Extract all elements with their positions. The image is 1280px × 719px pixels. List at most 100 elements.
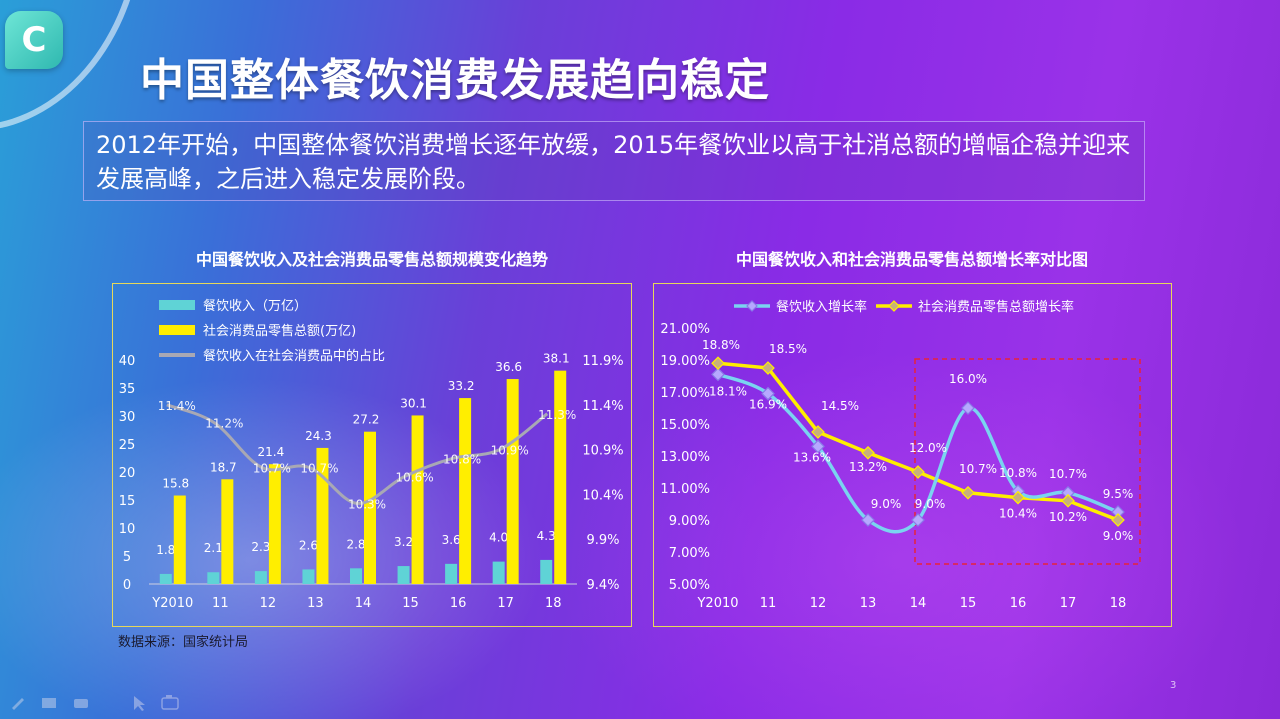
chart1-x-tick-label: 11 xyxy=(212,596,229,611)
chart2-restaurant-label: 9.0% xyxy=(915,497,946,511)
camera-icon[interactable] xyxy=(161,695,179,710)
chart2-x-tick-label: 13 xyxy=(860,596,877,611)
chart2-restaurant-line xyxy=(717,372,1119,534)
chart2-retail-marker xyxy=(1061,493,1075,508)
chart2-restaurant-marker xyxy=(761,386,775,401)
chart1-bar-restaurant xyxy=(159,573,172,584)
chart1-y2-tick-label: 11.9% xyxy=(582,354,623,369)
chart2-y-tick-label: 11.00% xyxy=(660,482,710,497)
chart2-y-tick-label: 15.00% xyxy=(660,418,710,433)
chart2-restaurant-marker xyxy=(711,367,725,382)
chart2-retail-marker xyxy=(961,485,975,500)
chart1-x-tick-label: 16 xyxy=(450,596,467,611)
chart1-bar-retail xyxy=(268,464,281,584)
chart1-bar-retail-label: 18.7 xyxy=(210,460,237,474)
chart2-restaurant-label: 18.1% xyxy=(709,384,747,398)
chart2-legend-marker-retail xyxy=(888,300,900,312)
chart2-panel: 5.00% 7.00% 9.00% 11.00% 13.00% 15.00% 17.00% 1… xyxy=(653,283,1172,627)
chart1-share-label: 11.2% xyxy=(205,417,243,431)
chart1-bar-retail-label: 21.4 xyxy=(258,445,285,459)
chart1-bar-restaurant-label: 4.0 xyxy=(489,531,508,545)
pen-icon[interactable] xyxy=(12,698,24,710)
chart1-svg: 0 5 10 15 20 25 30 35 40 9.4% 9.9% 10.4% 10.9% 11.4% 1… xyxy=(119,298,624,611)
chart2-x-tick-label: 16 xyxy=(1010,596,1027,611)
chart1-x-tick-label: 15 xyxy=(402,596,419,611)
chart1-x-tick-label: Y2010 xyxy=(151,596,193,611)
chart2-restaurant-label: 13.6% xyxy=(793,450,831,464)
app-logo: C xyxy=(5,11,63,69)
chart1-x-tick-label: 17 xyxy=(497,596,514,611)
chart1-x-tick-label: 12 xyxy=(260,596,277,611)
chart2-svg: 5.00%7.00%9.00%11.00%13.00%15.00%17.00%1… xyxy=(660,299,1141,611)
chart1-bar-restaurant xyxy=(445,563,458,584)
chart2-x-tick-label: 17 xyxy=(1060,596,1077,611)
chart2-y-tick-label: 9.00% xyxy=(669,514,710,529)
logo-letter: C xyxy=(21,20,47,60)
chart2-title: 中国餐饮收入和社会消费品零售总额增长率对比图 xyxy=(735,250,1088,269)
chart2-restaurant-marker xyxy=(961,401,975,415)
chart2-retail-marker xyxy=(711,356,725,371)
chart1-y-tick-label: 5 xyxy=(123,550,131,565)
chart1-y2-tick-label: 11.4% xyxy=(582,399,623,414)
chart1-y-tick-label: 35 xyxy=(119,382,136,397)
chart1-bar-retail xyxy=(221,479,234,584)
highlighter-icon[interactable] xyxy=(42,698,56,708)
chart1-share-label: 10.3% xyxy=(348,497,386,511)
chart1-y-tick-label: 25 xyxy=(119,438,136,453)
chart2-x-tick-label: 14 xyxy=(910,596,927,611)
chart1-share-label: 10.7% xyxy=(253,462,291,476)
chart1-y2-tick-label: 10.4% xyxy=(582,488,623,503)
chart2-x-tick-label: 15 xyxy=(960,596,977,611)
chart2-restaurant-label: 10.7% xyxy=(1049,467,1087,481)
chart2-legend-label-retail: 社会消费品零售总额增长率 xyxy=(918,299,1074,315)
chart1-bar-restaurant-label: 2.6 xyxy=(299,538,318,552)
pointer-icon[interactable] xyxy=(134,696,145,711)
chart1-bar-restaurant xyxy=(397,566,410,584)
chart2-retail-marker xyxy=(761,361,775,375)
chart1-bar-retail xyxy=(411,415,424,584)
chart1-y-tick-label: 30 xyxy=(119,410,136,425)
chart2-retail-label: 10.2% xyxy=(1049,510,1087,524)
chart2-restaurant-marker xyxy=(861,513,875,527)
chart2-restaurant-label: 9.0% xyxy=(871,497,902,511)
chart2-retail-label: 13.2% xyxy=(849,460,887,474)
chart2-x-tick-label: Y2010 xyxy=(696,596,738,611)
chart1-bar-restaurant-label: 2.3 xyxy=(251,540,270,554)
chart1-y-tick-label: 15 xyxy=(119,494,136,509)
chart1-y2-tick-label: 9.4% xyxy=(586,578,619,593)
chart1-bar-retail-label: 36.6 xyxy=(495,360,522,374)
chart2-y-tick-label: 21.00% xyxy=(660,322,710,337)
chart1-y-tick-label: 0 xyxy=(123,578,131,593)
chart2-retail-marker xyxy=(1011,490,1025,505)
chart1-share-label: 10.8% xyxy=(443,453,481,467)
chart2-retail-label: 10.4% xyxy=(999,507,1037,521)
page-title: 中国整体餐饮消费发展趋向稳定 xyxy=(140,55,770,106)
chart1-bar-retail xyxy=(506,379,519,584)
intro-text: 2012年开始，中国整体餐饮消费增长逐年放缓，2015年餐饮业以高于社消总额的增… xyxy=(96,131,1131,193)
source-note: 数据来源：国家统计局 xyxy=(118,635,249,650)
chart2-restaurant-label: 10.8% xyxy=(999,466,1037,480)
chart2-retail-label: 10.7% xyxy=(959,462,997,476)
chart2-restaurant-label: 16.0% xyxy=(949,372,987,386)
chart2-retail-label: 12.0% xyxy=(909,441,947,455)
chart2-x-tick-label: 12 xyxy=(810,596,827,611)
chart2-retail-marker xyxy=(811,425,825,439)
chart1-legend-swatch-retail xyxy=(159,325,195,335)
chart1-legend-label-share: 餐饮收入在社会消费品中的占比 xyxy=(203,348,385,364)
intro-box: 2012年开始，中国整体餐饮消费增长逐年放缓，2015年餐饮业以高于社消总额的增… xyxy=(83,121,1145,201)
eraser-icon[interactable] xyxy=(74,699,88,708)
chart1-bar-restaurant xyxy=(254,571,267,584)
chart1-share-label: 10.7% xyxy=(300,462,338,476)
chart2-retail-label: 18.5% xyxy=(769,342,807,356)
chart2-restaurant-marker xyxy=(811,439,825,454)
chart1-bar-restaurant-label: 1.8 xyxy=(156,543,175,557)
chart1-bar-restaurant xyxy=(540,559,553,584)
chart2-legend-marker-restaurant xyxy=(746,300,758,312)
chart2-y-tick-label: 17.00% xyxy=(660,386,710,401)
chart2-y-tick-label: 7.00% xyxy=(669,546,710,561)
chart1-share-label: 10.6% xyxy=(395,470,433,484)
chart2-legend-label-restaurant: 餐饮收入增长率 xyxy=(776,299,867,315)
chart1-bar-restaurant-label: 4.3 xyxy=(537,529,556,543)
chart1-share-label: 11.4% xyxy=(158,399,196,413)
chart1-share-label: 10.9% xyxy=(491,444,529,458)
